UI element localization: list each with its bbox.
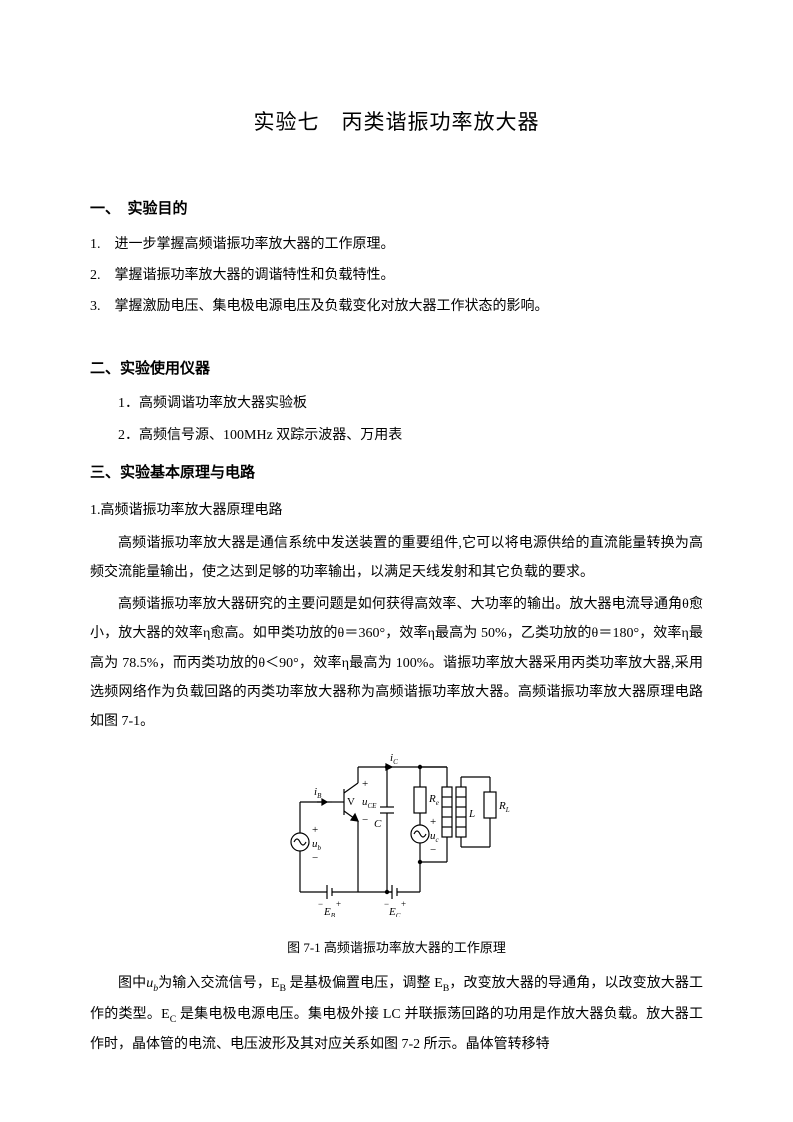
figure-caption: 图 7-1 高频谐振功率放大器的工作原理 [90,934,703,961]
label-uc-plus: + [430,816,436,828]
section2-item-1: 1．高频调谐功率放大器实验板 [118,389,703,418]
svg-text:Re: Re [428,793,439,807]
label-eb-sub: B [330,912,335,917]
label-uce-minus: − [362,814,368,826]
section1-heading: 一、 实验目的 [90,194,703,226]
section3-heading: 三、实验基本原理与电路 [90,458,703,490]
label-ub-plus: + [312,824,318,836]
label-ec-plus: + [401,899,406,909]
label-v: V [347,796,355,808]
label-ub-sub: b [317,844,321,852]
label-ib-sub: B [317,792,322,800]
label-l: L [468,808,475,820]
section1-item-2: 2. 掌握谐振功率放大器的调谐特性和负载特性。 [90,261,703,290]
para-after-figure: 图中ub为输入交流信号，EB 是基极偏置电压，调整 EB，改变放大器的导通角，以… [90,969,703,1059]
label-rl-sub: L [504,806,509,814]
section2-item-2: 2．高频信号源、100MHz 双踪示波器、万用表 [118,421,703,450]
svg-text:iC: iC [390,752,398,766]
svg-text:EB: EB [323,906,336,917]
label-ub-minus: − [312,852,318,864]
page-title: 实验七 丙类谐振功率放大器 [90,100,703,144]
svg-text:EC: EC [388,906,401,917]
label-ic-sub: C [393,758,398,766]
label-ec-sub: C [395,912,400,917]
label-uc-sub: c [435,836,439,844]
svg-text:RL: RL [498,800,510,814]
label-uc-minus: − [430,844,436,856]
svg-text:uCE: uCE [362,796,377,810]
label-eb-minus: − [318,899,323,909]
section1-item-1: 1. 进一步掌握高频谐振功率放大器的工作原理。 [90,230,703,259]
label-uce-sub: CE [367,802,377,810]
label-re-sub: e [435,799,438,807]
svg-text:uc: uc [430,830,440,844]
section3-sub1: 1.高频谐振功率放大器原理电路 [90,496,703,525]
label-uce-plus: + [362,778,368,790]
circuit-diagram: iC iB V + uCE − + ub − C Re + uc [272,747,522,917]
svg-text:ub: ub [312,838,322,852]
label-eb-plus: + [336,899,341,909]
svg-text:iB: iB [314,786,322,800]
section2-heading: 二、实验使用仪器 [90,354,703,386]
section3-para1: 高频谐振功率放大器是通信系统中发送装置的重要组件,它可以将电源供给的直流能量转换… [90,529,703,588]
label-c: C [374,818,382,830]
section1-item-3: 3. 掌握激励电压、集电极电源电压及负载变化对放大器工作状态的影响。 [90,292,703,321]
figure-7-1: iC iB V + uCE − + ub − C Re + uc [90,747,703,928]
section3-para2: 高频谐振功率放大器研究的主要问题是如何获得高效率、大功率的输出。放大器电流导通角… [90,590,703,737]
